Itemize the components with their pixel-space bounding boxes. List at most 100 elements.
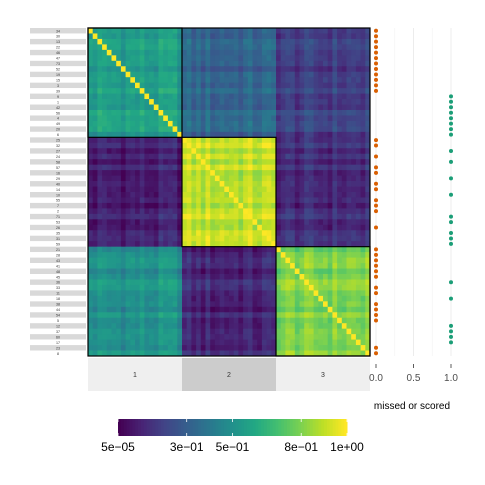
heatmap-cell [182,148,188,155]
heatmap-cell [261,110,267,116]
heatmap-cell [365,279,371,286]
heatmap-cell [318,202,324,209]
heatmap-cell [233,131,239,138]
heatmap-cell [337,49,343,56]
colorbar-step [255,419,259,436]
row-label-bg [30,213,86,220]
heatmap-cell [243,246,249,253]
heatmap-cell [97,186,103,193]
heatmap-cell [219,219,225,226]
heatmap-cell [224,175,230,182]
heatmap-cell [163,268,169,275]
heatmap-cell [214,49,220,56]
row-label-bg [30,28,86,34]
heatmap-cell [88,82,94,89]
heatmap-cell [135,328,141,335]
heatmap-cell [200,224,206,231]
heatmap-cell [318,284,324,291]
heatmap-cell [271,170,277,176]
heatmap-cell [285,339,291,346]
heatmap-cell [233,110,239,116]
heatmap-cell [153,323,159,330]
heatmap-cell [365,202,371,209]
heatmap-cell [294,33,300,40]
scatter-point [449,340,453,345]
heatmap-cell [252,208,258,215]
heatmap-cell [327,131,333,138]
heatmap-cell [158,224,164,231]
heatmap-cell [219,38,225,45]
heatmap-cell [210,306,216,313]
heatmap-cell [318,274,324,280]
heatmap-cell [308,224,314,231]
heatmap-cell [252,202,258,209]
heatmap-cell [351,60,357,67]
heatmap-cell [341,268,347,275]
heatmap-cell [172,88,178,94]
heatmap-cell [135,257,141,264]
colorbar-step [315,419,319,436]
heatmap-cell [233,60,239,67]
heatmap-cell [280,115,286,122]
heatmap-cell [327,263,333,269]
heatmap-cell [88,241,94,248]
heatmap-cell [341,33,347,40]
heatmap-cell [308,181,314,187]
heatmap-cell [116,345,122,351]
heatmap-cell [106,224,112,231]
heatmap-cell [205,268,211,275]
heatmap-cell [210,235,216,242]
heatmap-cell [182,44,188,51]
heatmap-cell [116,306,122,313]
heatmap-cell [299,284,305,291]
heatmap-cell [214,170,220,176]
heatmap-cell [233,350,239,357]
heatmap-cell [271,186,277,193]
heatmap-cell [247,317,253,324]
heatmap-cell [252,153,258,160]
colorbar-step [298,419,302,436]
heatmap-cell [125,257,131,264]
heatmap-cell [337,33,343,40]
heatmap-cell [167,312,173,319]
heatmap-cell [247,66,253,73]
heatmap-cell [224,71,230,78]
heatmap-cell [304,28,310,34]
heatmap-cell [294,252,300,258]
heatmap-cell [106,82,112,89]
heatmap-cell [365,208,371,215]
heatmap-cell [290,312,296,319]
heatmap-cell [88,153,94,160]
heatmap-cell [177,170,183,176]
heatmap-cell [318,192,324,198]
heatmap-cell [149,202,155,209]
heatmap-cell [102,153,108,160]
heatmap-cell [182,323,188,330]
heatmap-cell [351,28,357,34]
colorbar-step [326,419,331,436]
heatmap-cell [247,71,253,78]
heatmap-cell [294,219,300,226]
colorbar: 5e−05 3e−01 5e−01 8e−01 1e+00 [101,419,364,454]
heatmap-cell [337,120,343,127]
heatmap-cell [125,317,131,324]
heatmap-cell [247,257,253,264]
heatmap-cell [351,131,357,138]
heatmap-cell [266,88,272,94]
scatter-point [374,203,378,208]
heatmap-cell [144,202,150,209]
heatmap-cell [271,137,277,144]
heatmap-cell [200,268,206,275]
heatmap-cell [177,60,183,67]
heatmap-cell [290,99,296,105]
heatmap-cell [233,192,239,198]
heatmap-cell [266,279,272,286]
heatmap-cell [351,252,357,258]
heatmap-cell [360,99,366,105]
heatmap-cell [266,71,272,78]
heatmap-cell [200,306,206,313]
heatmap-cell [106,33,112,40]
heatmap-cell [229,142,235,149]
heatmap-cell [177,44,183,51]
heatmap-cell [243,263,249,269]
